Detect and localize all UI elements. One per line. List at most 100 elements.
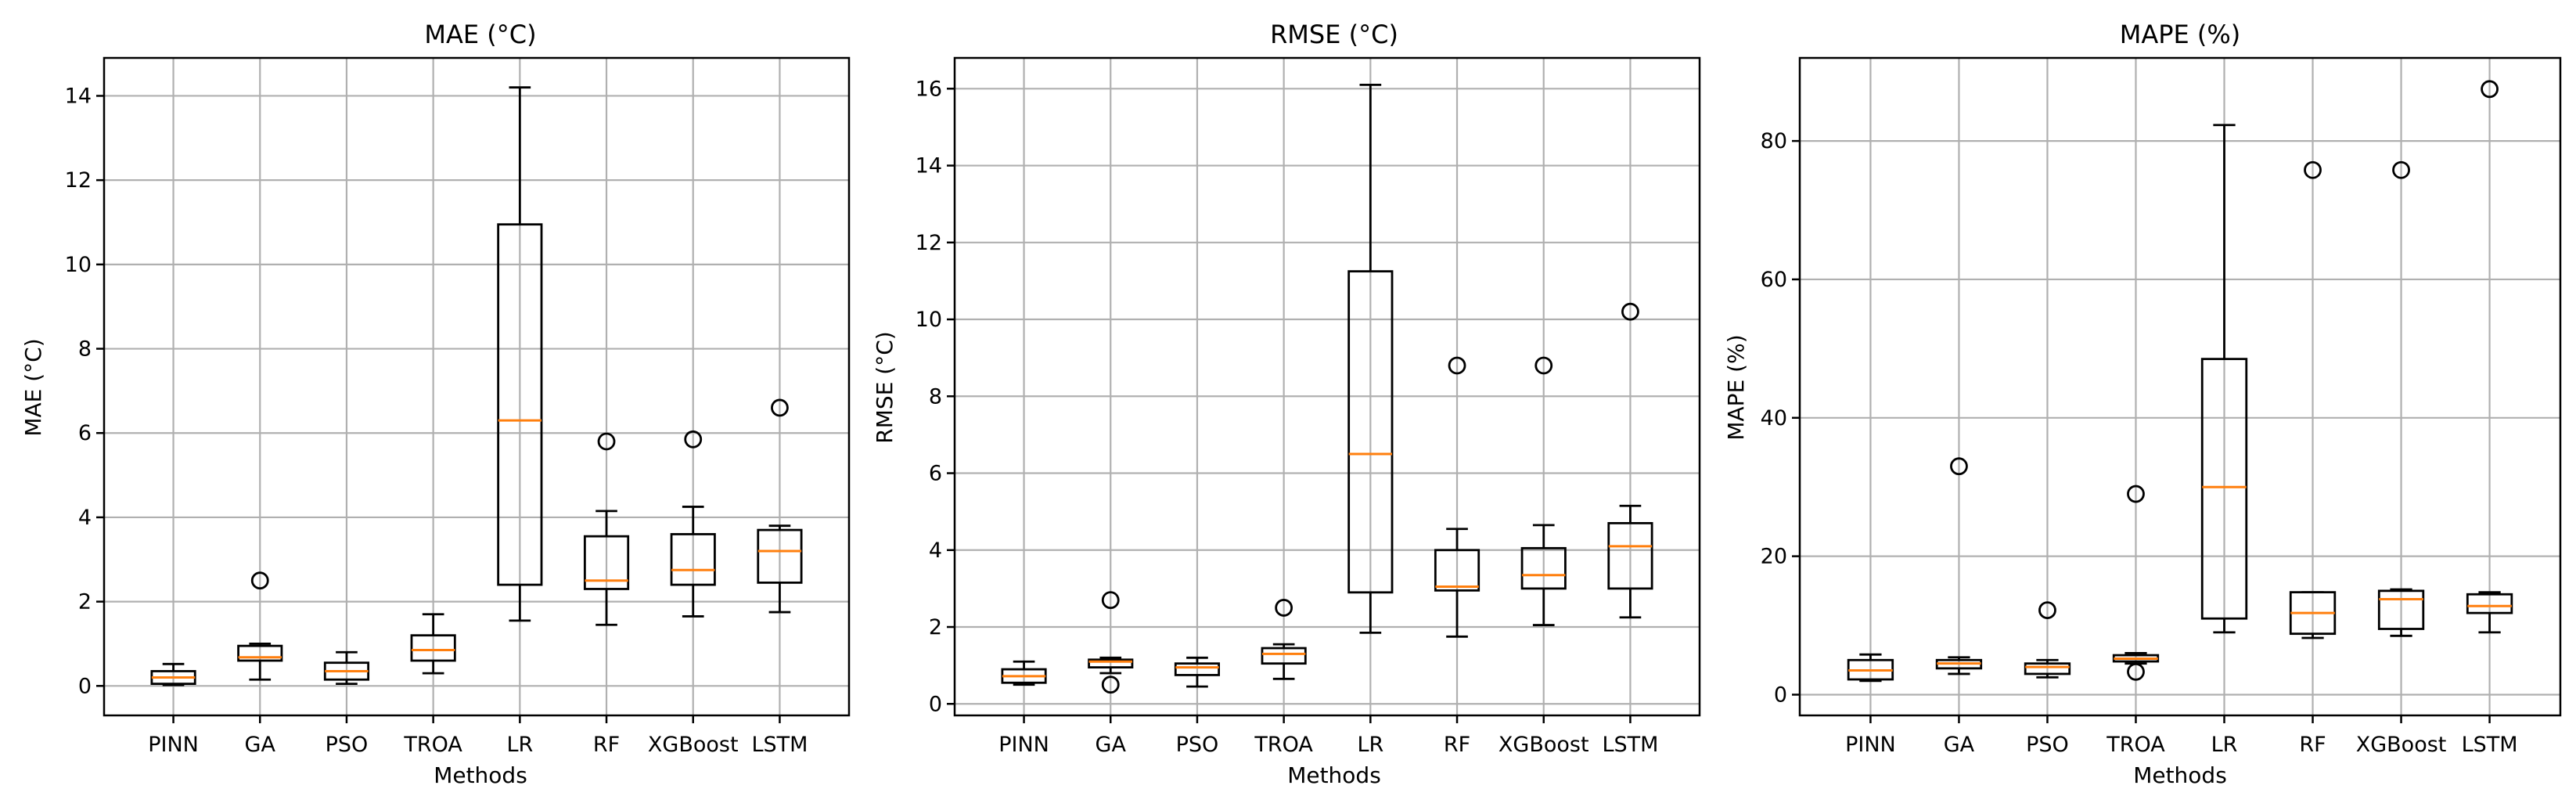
rmse-ytick-label: 2 — [929, 615, 942, 639]
outlier-point — [1621, 302, 1639, 321]
outlier-point — [2392, 160, 2410, 179]
iqr-box — [2466, 593, 2513, 614]
mape-box-pinn — [1847, 653, 1894, 683]
iqr-box — [497, 223, 543, 586]
rmse-xtick-label: PSO — [1176, 733, 1219, 757]
mape-box-ga — [1935, 457, 1983, 676]
mape-ytick-label: 60 — [1761, 268, 1787, 292]
mape-ylabel: MAPE (%) — [1723, 334, 1749, 440]
mae-box-lstm — [757, 398, 803, 614]
outlier-point — [2127, 662, 2145, 681]
mae-ytick-label: 10 — [65, 253, 92, 277]
mape-ytick-label: 0 — [1774, 683, 1787, 707]
rmse-ytick-label: 14 — [916, 154, 942, 178]
rmse-ytick-label: 6 — [929, 462, 942, 486]
mape-box-troa — [2112, 485, 2160, 681]
rmse-xtick-label: LSTM — [1602, 733, 1658, 757]
rmse-xtick-label: XGBoost — [1498, 733, 1589, 757]
outlier-point — [2304, 160, 2322, 179]
mape-xtick-label: XGBoost — [2356, 733, 2447, 757]
outlier-point — [1534, 356, 1553, 375]
rmse-xtick-label: RF — [1444, 733, 1470, 757]
iqr-box — [670, 533, 716, 586]
mape-ticks: 0 20 40 60 80 PINN GA PSO TROA LR RF XGBoost LSTM — [1761, 129, 2518, 757]
rmse-ytick-label: 8 — [929, 384, 942, 409]
rmse-grid — [955, 58, 1700, 715]
iqr-box — [1434, 549, 1480, 592]
rmse-ytick-label: 10 — [916, 308, 942, 332]
mae-ylabel: MAE (°C) — [20, 338, 46, 436]
iqr-box — [1174, 662, 1221, 676]
mae-xtick-label: RF — [593, 733, 620, 757]
mae-xtick-label: GA — [245, 733, 276, 757]
outlier-point — [597, 432, 616, 451]
iqr-box — [2024, 662, 2071, 676]
mae-xtick-label: PSO — [326, 733, 369, 757]
mape-title: MAPE (%) — [2120, 20, 2241, 49]
mae-title: MAE (°C) — [424, 20, 536, 49]
rmse-box-ga — [1088, 591, 1134, 694]
mae-box-pso — [323, 650, 370, 686]
iqr-box — [237, 644, 283, 662]
iqr-box — [2377, 589, 2425, 630]
rmse-ytick-label: 4 — [929, 539, 942, 563]
mape-xtick-label: LR — [2211, 733, 2238, 757]
outlier-point — [250, 571, 269, 590]
mae-box-pinn — [150, 662, 196, 686]
mape-grid — [1800, 58, 2560, 715]
iqr-box — [1088, 658, 1134, 668]
rmse-xtick-label: PINN — [998, 733, 1049, 757]
mae-ytick-label: 0 — [78, 674, 92, 698]
mape-panel: MAPE (%) Methods MAPE (%) 0 20 40 60 80 PINN G… — [1723, 20, 2562, 788]
mae-box-xgboost — [670, 430, 716, 618]
mape-ytick-label: 80 — [1761, 129, 1787, 153]
rmse-ytick-label: 16 — [916, 77, 942, 101]
mape-xlabel: Methods — [2133, 762, 2227, 788]
rmse-xlabel: Methods — [1287, 762, 1381, 788]
rmse-box-lstm — [1607, 302, 1653, 619]
iqr-box — [757, 528, 803, 584]
rmse-box-troa — [1261, 599, 1307, 680]
rmse-ytick-label: 12 — [916, 231, 942, 255]
outlier-point — [2481, 80, 2499, 99]
mape-axes-frame — [1798, 56, 2562, 717]
mae-ytick-label: 8 — [78, 337, 92, 362]
iqr-box — [2200, 358, 2248, 620]
mape-xtick-label: RF — [2299, 733, 2326, 757]
mae-box-rf — [583, 432, 630, 626]
outlier-point — [2127, 485, 2145, 503]
iqr-box — [1261, 647, 1307, 665]
rmse-ytick-label: 0 — [929, 692, 942, 716]
rmse-title: RMSE (°C) — [1270, 20, 1398, 49]
outlier-point — [2038, 601, 2056, 619]
outlier-point — [1101, 676, 1120, 694]
mape-ytick-label: 20 — [1761, 545, 1787, 569]
mae-xtick-label: LR — [506, 733, 533, 757]
rmse-axes-frame — [953, 56, 1701, 717]
mape-box-lr — [2200, 124, 2248, 634]
mape-box-rf — [2289, 160, 2337, 639]
mape-xtick-label: PSO — [2026, 733, 2069, 757]
outlier-point — [1448, 356, 1466, 375]
mae-xtick-label: XGBoost — [648, 733, 739, 757]
outlier-point — [1101, 591, 1120, 610]
iqr-box — [1607, 521, 1653, 590]
mape-ytick-label: 40 — [1761, 406, 1787, 431]
rmse-box-rf — [1434, 356, 1480, 638]
iqr-box — [1520, 546, 1567, 590]
mae-box-troa — [410, 613, 456, 675]
rmse-ticks: 0 2 4 6 8 10 12 14 16 PINN GA PSO TROA LR RF XGBoost LST… — [916, 77, 1659, 757]
mae-ytick-label: 2 — [78, 590, 92, 614]
mape-box-xgboost — [2377, 160, 2425, 637]
mae-ticks: 0 2 4 6 8 10 12 14 PINN GA PSO TROA LR RF XGBoost LSTM — [65, 84, 808, 757]
rmse-xtick-label: TROA — [1254, 733, 1313, 757]
mae-box-ga — [237, 571, 283, 681]
mae-xtick-label: TROA — [403, 733, 462, 757]
rmse-box-pso — [1174, 656, 1221, 688]
rmse-box-xgboost — [1520, 356, 1567, 626]
outlier-point — [1950, 457, 1968, 476]
outlier-point — [771, 398, 789, 417]
mae-ytick-label: 12 — [65, 168, 92, 193]
mae-ytick-label: 4 — [78, 506, 92, 530]
